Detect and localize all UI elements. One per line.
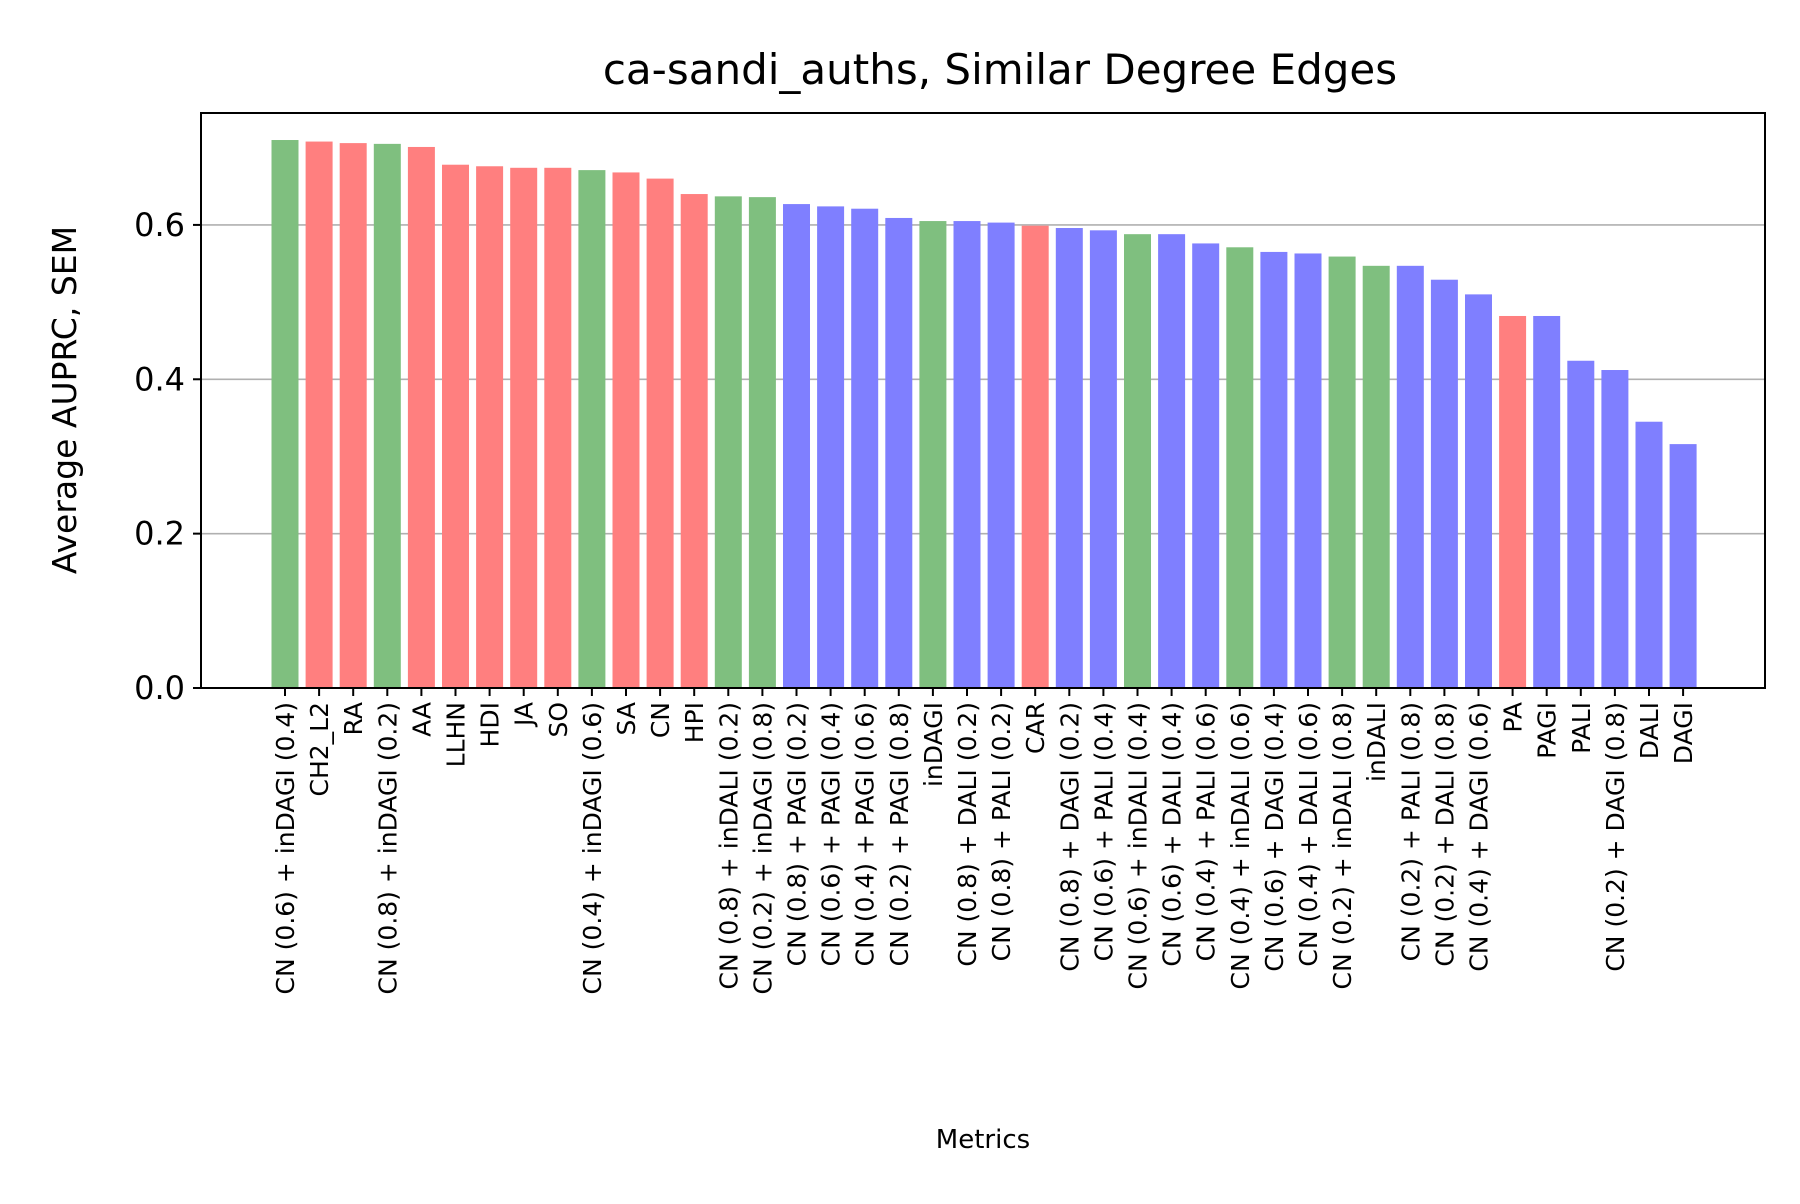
x-tick-label: PA <box>1499 702 1528 733</box>
x-tick-label: CN (0.4) + PAGI (0.6) <box>851 702 880 966</box>
y-tick-label: 0.0 <box>134 669 185 707</box>
x-tick-label: HDI <box>476 702 505 747</box>
x-tick-label: CAR <box>1021 702 1050 754</box>
x-tick-label: CN (0.4) + inDAGI (0.6) <box>578 702 607 994</box>
x-tick-label: CN (0.4) + PALI (0.6) <box>1192 702 1221 961</box>
x-tick-label: CN (0.8) + inDALI (0.2) <box>714 702 743 989</box>
bar <box>1192 243 1220 688</box>
bar <box>1124 234 1151 688</box>
x-tick-label: DALI <box>1635 702 1664 759</box>
bars <box>271 140 1697 689</box>
x-tick-label: CN (0.8) + inDAGI (0.2) <box>373 702 402 994</box>
bar <box>271 140 299 688</box>
bar <box>1362 265 1390 688</box>
x-tick-label: CN (0.4) + inDALI (0.6) <box>1226 702 1255 989</box>
bar <box>373 143 401 688</box>
bar <box>1328 256 1356 688</box>
x-tick-label: JA <box>510 702 539 728</box>
x-tick-label: CN (0.8) + PALI (0.2) <box>987 702 1016 961</box>
x-tick-label: CN (0.4) + DAGI (0.6) <box>1465 702 1494 972</box>
x-tick-label: CH2_L2 <box>305 702 334 797</box>
bar <box>817 206 845 688</box>
bar <box>680 194 708 688</box>
bar <box>1021 225 1049 688</box>
x-tick-label: LLHN <box>442 702 471 767</box>
chart-title: ca-sandi_auths, Similar Degree Edges <box>603 45 1397 94</box>
x-tick-label: CN (0.4) + DALI (0.6) <box>1294 702 1323 967</box>
x-tick-label: RA <box>339 702 368 735</box>
bar <box>987 222 1015 688</box>
bar <box>885 217 913 689</box>
y-tick-label: 0.4 <box>134 360 185 398</box>
bar <box>578 170 606 689</box>
x-tick-label: CN (0.8) + PAGI (0.2) <box>783 702 812 966</box>
bar <box>646 178 674 688</box>
bar <box>919 221 947 688</box>
x-tick-label: CN (0.8) + DAGI (0.2) <box>1055 702 1084 972</box>
bar <box>851 208 879 688</box>
bar <box>1601 370 1629 688</box>
bar <box>510 167 538 689</box>
bar <box>714 196 742 688</box>
bar <box>612 172 640 688</box>
x-tick-label: PALI <box>1567 702 1596 754</box>
y-axis-ticks: 0.0 0.2 0.4 0.6 <box>134 206 201 707</box>
x-tick-label: AA <box>407 702 436 737</box>
plot-frame <box>200 112 1766 689</box>
bar <box>783 204 810 688</box>
x-tick-label: PAGI <box>1533 702 1562 759</box>
x-tick-label: CN <box>646 702 675 738</box>
bar <box>1669 444 1697 688</box>
bar <box>476 166 504 689</box>
x-tick-label: CN (0.2) + inDAGI (0.8) <box>748 702 777 994</box>
bar <box>407 146 435 689</box>
bar <box>442 164 469 688</box>
x-tick-label: CN (0.6) + DALI (0.4) <box>1158 702 1187 967</box>
bar <box>1158 234 1186 688</box>
x-tick-label: DAGI <box>1669 702 1698 764</box>
bar <box>1089 230 1117 688</box>
x-tick-label: CN (0.6) + PALI (0.4) <box>1089 702 1118 961</box>
bar <box>1055 228 1083 688</box>
bar <box>339 143 367 688</box>
x-tick-label: CN (0.6) + inDAGI (0.4) <box>271 702 300 994</box>
x-tick-label: CN (0.8) + DALI (0.2) <box>953 702 982 967</box>
x-tick-label: CN (0.6) + PAGI (0.4) <box>817 702 846 966</box>
y-tick-label: 0.2 <box>134 515 185 553</box>
bar <box>1465 294 1492 688</box>
y-axis-label: Average AUPRC, SEM <box>45 226 84 574</box>
bar <box>1499 315 1527 688</box>
bar <box>1533 315 1561 688</box>
bar <box>1294 253 1322 689</box>
bar <box>1635 421 1663 688</box>
y-tick-label: 0.6 <box>134 206 185 244</box>
x-tick-label: CN (0.2) + DAGI (0.8) <box>1601 702 1630 972</box>
bar <box>1396 265 1424 688</box>
bar <box>1567 360 1595 688</box>
x-tick-label: inDAGI <box>919 702 948 787</box>
x-tick-label: CN (0.2) + PALI (0.8) <box>1396 702 1425 961</box>
bar <box>305 141 333 688</box>
x-tick-label: inDALI <box>1362 702 1391 782</box>
x-tick-label: CN (0.6) + inDALI (0.4) <box>1124 702 1153 989</box>
x-tick-label: CN (0.2) + DALI (0.8) <box>1430 702 1459 967</box>
x-axis-ticks: CN (0.6) + inDAGI (0.4) CH2_L2 RA CN (0.8) … <box>271 688 1698 994</box>
x-tick-label: CN (0.2) + PAGI (0.8) <box>885 702 914 966</box>
bar <box>544 167 572 689</box>
bar <box>748 197 776 689</box>
bar <box>1430 279 1458 688</box>
bar <box>1226 247 1254 689</box>
x-tick-label: CN (0.6) + DAGI (0.4) <box>1260 702 1289 972</box>
grid-lines <box>201 224 1765 535</box>
x-tick-label: CN (0.2) + inDALI (0.8) <box>1328 702 1357 989</box>
x-axis-label: Metrics <box>936 1125 1030 1155</box>
x-tick-label: HPI <box>680 702 709 743</box>
x-tick-label: SA <box>612 702 641 735</box>
bar <box>1260 251 1288 688</box>
bar <box>953 221 981 688</box>
x-tick-label: SO <box>544 702 573 738</box>
